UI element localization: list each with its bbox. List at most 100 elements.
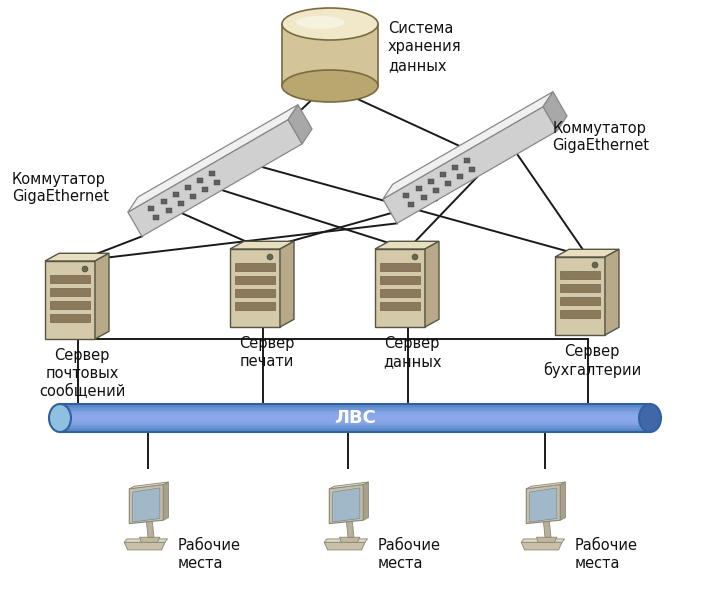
Polygon shape — [60, 428, 650, 430]
Polygon shape — [329, 485, 364, 524]
Polygon shape — [60, 411, 650, 413]
Polygon shape — [60, 427, 650, 428]
Polygon shape — [60, 421, 650, 423]
Circle shape — [82, 266, 88, 272]
Polygon shape — [560, 284, 600, 292]
Circle shape — [592, 262, 598, 268]
Polygon shape — [139, 537, 160, 542]
Polygon shape — [530, 488, 557, 522]
Polygon shape — [415, 187, 422, 191]
Polygon shape — [364, 482, 368, 520]
Polygon shape — [445, 181, 451, 186]
Polygon shape — [537, 537, 557, 542]
Text: Сервер
бухгалтерии: Сервер бухгалтерии — [543, 344, 641, 378]
Polygon shape — [129, 482, 168, 489]
Ellipse shape — [282, 8, 378, 40]
Polygon shape — [230, 241, 294, 249]
Polygon shape — [160, 199, 167, 204]
Polygon shape — [383, 92, 553, 199]
Polygon shape — [214, 180, 220, 185]
Polygon shape — [60, 431, 650, 433]
Text: Коммутатор
GigaEthernet: Коммутатор GigaEthernet — [552, 121, 650, 153]
Polygon shape — [165, 208, 172, 213]
Polygon shape — [375, 249, 425, 327]
Text: ЛВС: ЛВС — [334, 409, 376, 427]
Polygon shape — [439, 173, 446, 178]
Polygon shape — [329, 482, 368, 489]
Polygon shape — [45, 253, 109, 261]
Polygon shape — [235, 276, 275, 284]
Polygon shape — [185, 185, 191, 190]
Polygon shape — [333, 488, 360, 522]
Polygon shape — [45, 261, 95, 339]
Polygon shape — [324, 539, 368, 542]
Polygon shape — [403, 193, 410, 198]
Text: Сервер
данных: Сервер данных — [383, 336, 441, 369]
Polygon shape — [95, 253, 109, 339]
Polygon shape — [153, 215, 160, 220]
Polygon shape — [425, 241, 439, 327]
Polygon shape — [197, 178, 203, 184]
Polygon shape — [408, 202, 415, 207]
Circle shape — [412, 254, 418, 260]
Ellipse shape — [282, 70, 378, 102]
Polygon shape — [178, 201, 184, 206]
Polygon shape — [235, 302, 275, 310]
Polygon shape — [60, 410, 650, 411]
Polygon shape — [383, 107, 557, 224]
Polygon shape — [521, 539, 564, 542]
Polygon shape — [128, 119, 302, 236]
Polygon shape — [230, 249, 280, 327]
Polygon shape — [209, 171, 215, 176]
Polygon shape — [324, 542, 365, 550]
Polygon shape — [605, 249, 619, 335]
Polygon shape — [380, 289, 420, 297]
Polygon shape — [543, 520, 551, 537]
Polygon shape — [60, 413, 650, 415]
Text: Сервер
печати: Сервер печати — [239, 336, 295, 369]
Text: Рабочие
места: Рабочие места — [575, 538, 638, 571]
Polygon shape — [60, 422, 650, 424]
Polygon shape — [60, 425, 650, 427]
Text: Рабочие
места: Рабочие места — [378, 538, 441, 571]
Polygon shape — [60, 416, 650, 419]
Circle shape — [267, 254, 273, 260]
Polygon shape — [457, 174, 463, 179]
Polygon shape — [50, 301, 90, 309]
Polygon shape — [146, 520, 154, 537]
Polygon shape — [464, 158, 470, 164]
Polygon shape — [190, 194, 196, 199]
Polygon shape — [555, 249, 619, 257]
Polygon shape — [543, 92, 567, 131]
Polygon shape — [129, 485, 163, 524]
Ellipse shape — [639, 404, 661, 432]
Polygon shape — [375, 241, 439, 249]
Polygon shape — [420, 195, 427, 200]
Polygon shape — [432, 188, 439, 193]
Polygon shape — [526, 482, 565, 489]
Polygon shape — [560, 297, 600, 305]
Polygon shape — [560, 271, 600, 279]
Polygon shape — [560, 310, 600, 318]
Polygon shape — [60, 414, 650, 416]
Polygon shape — [469, 167, 475, 172]
Polygon shape — [452, 165, 458, 170]
Polygon shape — [60, 407, 650, 408]
Polygon shape — [380, 302, 420, 310]
Polygon shape — [555, 257, 605, 335]
Polygon shape — [60, 404, 650, 406]
Polygon shape — [133, 488, 160, 522]
Polygon shape — [60, 415, 650, 417]
Polygon shape — [60, 424, 650, 425]
Text: Сервер
почтовых
сообщений: Сервер почтовых сообщений — [39, 348, 125, 399]
Polygon shape — [60, 408, 650, 410]
Polygon shape — [282, 24, 378, 86]
Polygon shape — [60, 429, 650, 431]
Polygon shape — [521, 542, 562, 550]
Polygon shape — [339, 537, 360, 542]
Polygon shape — [60, 419, 650, 421]
Polygon shape — [346, 520, 354, 537]
Polygon shape — [288, 105, 312, 144]
Polygon shape — [50, 314, 90, 322]
Polygon shape — [380, 263, 420, 271]
